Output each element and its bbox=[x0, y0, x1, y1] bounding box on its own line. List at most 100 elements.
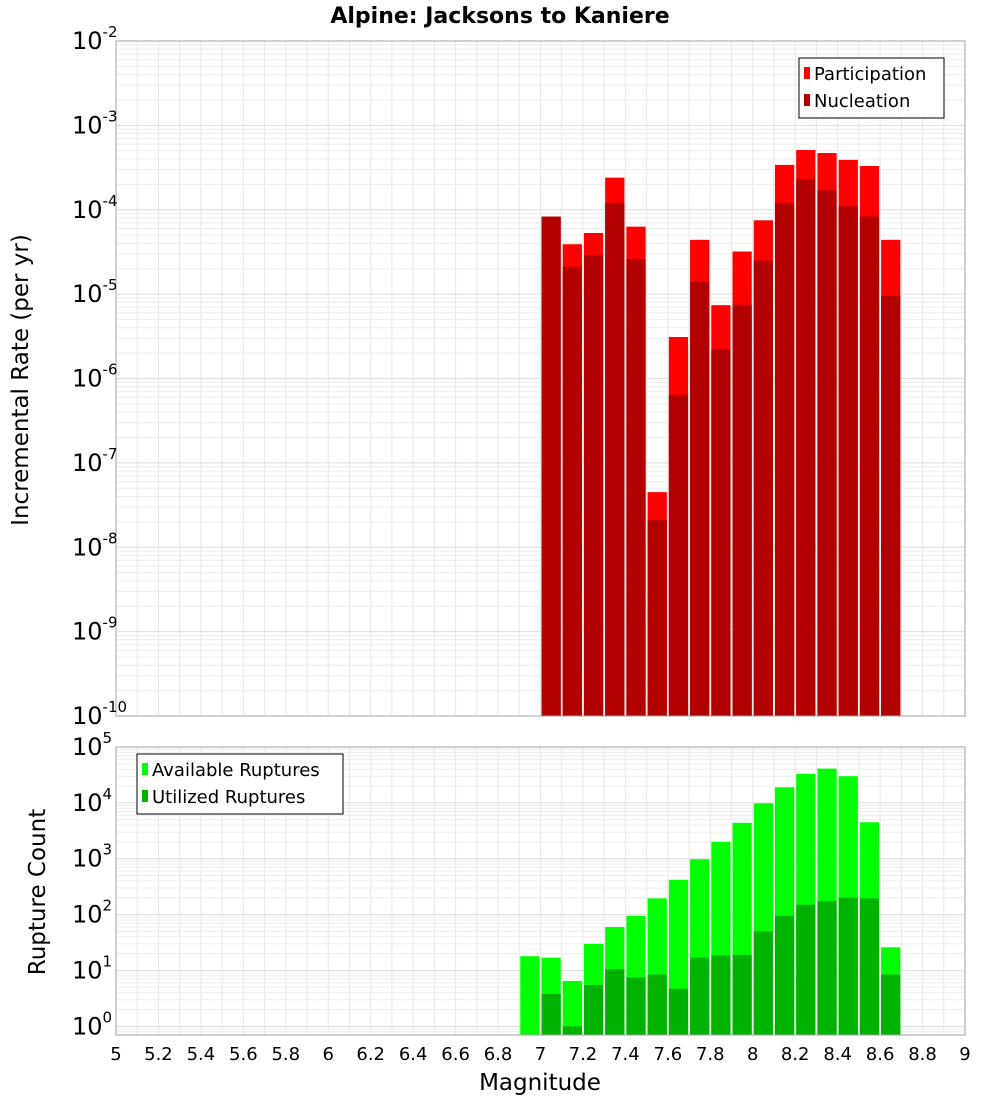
utilized-ruptures-bar bbox=[881, 974, 901, 1035]
utilized-ruptures-bar bbox=[859, 898, 880, 1035]
rupture-bars bbox=[520, 768, 901, 1035]
rupture-legend: Available Ruptures Utilized Ruptures bbox=[136, 753, 344, 815]
x-tick-label: 8 bbox=[747, 1044, 758, 1065]
x-tick-label: 5.6 bbox=[229, 1044, 258, 1065]
utilized-ruptures-bar bbox=[562, 1026, 582, 1035]
rate-bars bbox=[541, 150, 901, 717]
rupture-y-axis-label: Rupture Count bbox=[25, 809, 51, 975]
rate-y-axis-label: Incremental Rate (per yr) bbox=[8, 234, 34, 526]
nucleation-bar bbox=[796, 179, 816, 716]
nucleation-bar bbox=[753, 260, 773, 716]
y-tick-label: 10-3 bbox=[72, 107, 118, 139]
nucleation-bar bbox=[562, 266, 582, 716]
legend-swatch bbox=[142, 763, 148, 775]
utilized-ruptures-bar bbox=[541, 993, 561, 1035]
y-tick-label: 105 bbox=[72, 729, 112, 761]
y-tick-label: 10-8 bbox=[72, 529, 118, 561]
utilized-ruptures-bar bbox=[774, 915, 795, 1035]
utilized-ruptures-bar bbox=[626, 977, 646, 1035]
x-tick-label: 7.6 bbox=[654, 1044, 683, 1065]
nucleation-bar bbox=[647, 520, 667, 716]
x-tick-label: 5.2 bbox=[144, 1044, 173, 1065]
y-tick-label: 101 bbox=[72, 952, 112, 984]
utilized-ruptures-bar bbox=[796, 904, 816, 1035]
x-tick-label: 6.8 bbox=[484, 1044, 513, 1065]
plot-frame bbox=[115, 40, 966, 717]
nucleation-bar bbox=[859, 216, 880, 716]
rate-legend: Participation Nucleation bbox=[798, 57, 945, 119]
x-tick-label: 6.6 bbox=[441, 1044, 470, 1065]
y-tick-label: 10-6 bbox=[72, 361, 118, 393]
nucleation-bar bbox=[817, 190, 837, 716]
legend-label: Utilized Ruptures bbox=[152, 787, 305, 808]
y-tick-label: 100 bbox=[72, 1008, 112, 1040]
nucleation-bar bbox=[838, 206, 858, 716]
nucleation-bar bbox=[881, 296, 901, 716]
chart-title: Alpine: Jacksons to Kaniere bbox=[330, 4, 669, 29]
available-ruptures-bar bbox=[562, 980, 582, 1035]
nucleation-bar bbox=[541, 216, 561, 716]
rate-panel: 10-10 10-9 10-8 10-7 10-6 10-5 10-4 10-3 10-2 Par… bbox=[72, 23, 966, 730]
nucleation-bar bbox=[668, 394, 689, 716]
utilized-ruptures-bar bbox=[711, 955, 731, 1035]
rate-grid bbox=[115, 40, 966, 717]
x-tick-label: 7.2 bbox=[569, 1044, 598, 1065]
utilized-ruptures-bar bbox=[605, 969, 625, 1035]
y-tick-label: 10-5 bbox=[72, 276, 118, 308]
utilized-ruptures-bar bbox=[817, 901, 837, 1035]
y-tick-label: 103 bbox=[72, 841, 112, 873]
x-tick-label: 8.6 bbox=[866, 1044, 895, 1065]
utilized-ruptures-bar bbox=[753, 931, 773, 1035]
utilized-ruptures-bar bbox=[732, 954, 752, 1035]
utilized-ruptures-bar bbox=[583, 984, 604, 1035]
utilized-ruptures-bar bbox=[690, 957, 710, 1035]
y-tick-label: 10-9 bbox=[72, 614, 118, 646]
nucleation-bar bbox=[690, 281, 710, 716]
nucleation-bar bbox=[732, 304, 752, 716]
x-tick-label: 9 bbox=[959, 1044, 970, 1065]
x-tick-label: 7.4 bbox=[611, 1044, 640, 1065]
rupture-count-panel: 100 101 102 103 104 105 Available Ruptures Util… bbox=[72, 729, 971, 1065]
legend-swatch bbox=[804, 94, 810, 106]
x-axis-label: Magnitude bbox=[479, 1070, 601, 1096]
rate-y-ticks: 10-10 10-9 10-8 10-7 10-6 10-5 10-4 10-3 10-2 bbox=[72, 23, 127, 730]
y-tick-label: 102 bbox=[72, 897, 112, 929]
legend-label: Nucleation bbox=[814, 91, 910, 112]
legend-label: Participation bbox=[814, 64, 926, 85]
x-tick-label: 5.4 bbox=[187, 1044, 216, 1065]
x-tick-label: 5.8 bbox=[271, 1044, 300, 1065]
rupture-y-ticks: 100 101 102 103 104 105 bbox=[72, 729, 112, 1040]
legend-swatch bbox=[804, 67, 810, 79]
y-tick-label: 10-4 bbox=[72, 192, 118, 224]
x-tick-label: 8.8 bbox=[908, 1044, 937, 1065]
x-tick-label: 7 bbox=[535, 1044, 546, 1065]
legend-swatch bbox=[142, 790, 148, 802]
nucleation-bar bbox=[626, 259, 646, 716]
x-tick-label: 6.4 bbox=[399, 1044, 428, 1065]
x-tick-label: 6 bbox=[323, 1044, 334, 1065]
x-tick-label: 5 bbox=[110, 1044, 121, 1065]
x-tick-label: 8.4 bbox=[823, 1044, 852, 1065]
x-ticks: 5 5.2 5.4 5.6 5.8 6 6.2 6.4 6.6 6.8 7 7.2 7.4 7.6 7.8 8… bbox=[110, 1044, 970, 1065]
available-ruptures-bar bbox=[520, 956, 540, 1035]
nucleation-bar bbox=[711, 349, 731, 716]
x-tick-label: 7.8 bbox=[696, 1044, 725, 1065]
nucleation-bar bbox=[583, 255, 604, 716]
y-tick-label: 10-2 bbox=[72, 23, 118, 55]
y-tick-label: 10-10 bbox=[72, 698, 127, 730]
x-tick-label: 8.2 bbox=[781, 1044, 810, 1065]
utilized-ruptures-bar bbox=[838, 897, 858, 1035]
utilized-ruptures-bar bbox=[647, 974, 667, 1035]
nucleation-bar bbox=[774, 203, 795, 716]
utilized-ruptures-bar bbox=[668, 988, 689, 1035]
legend-box bbox=[798, 57, 945, 119]
nucleation-bar bbox=[605, 203, 625, 716]
legend-label: Available Ruptures bbox=[152, 760, 320, 781]
plot-frame bbox=[115, 746, 966, 1036]
legend-box bbox=[136, 753, 344, 815]
y-tick-label: 104 bbox=[72, 785, 112, 817]
y-tick-label: 10-7 bbox=[72, 445, 118, 477]
x-tick-label: 6.2 bbox=[356, 1044, 385, 1065]
